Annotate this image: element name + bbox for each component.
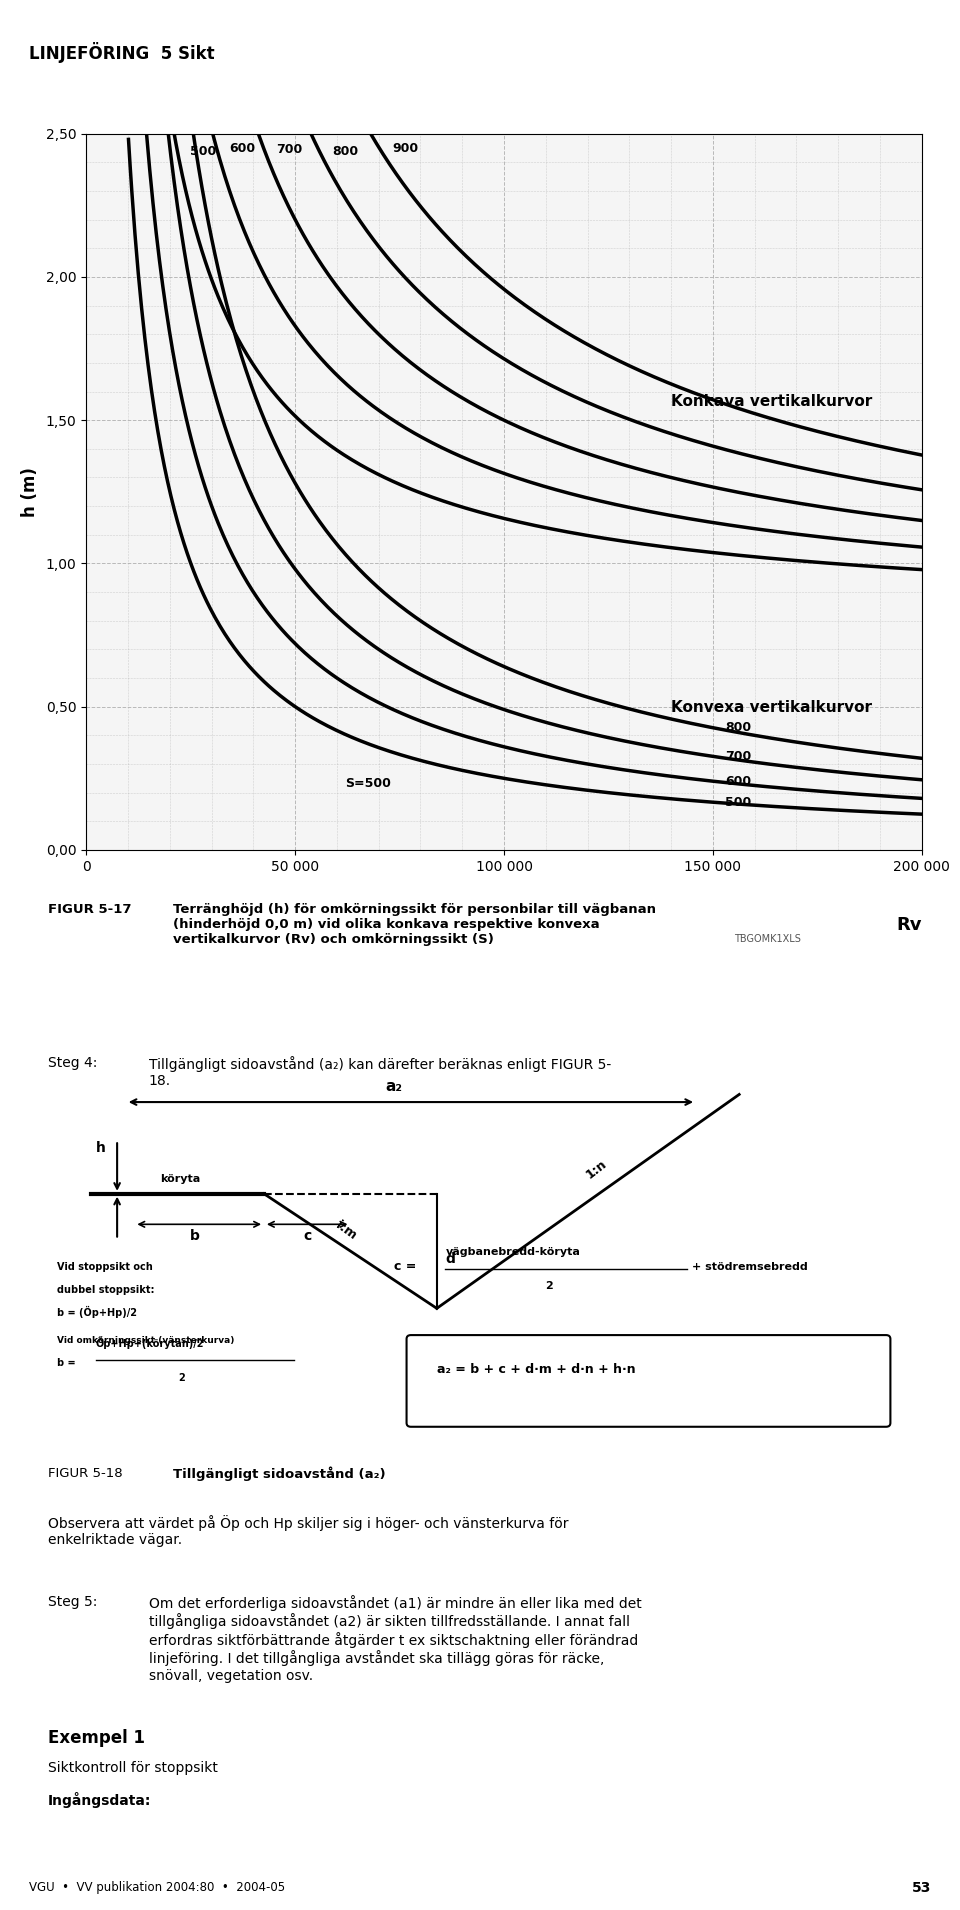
Y-axis label: h (m): h (m) xyxy=(21,466,39,518)
Text: 600: 600 xyxy=(726,775,752,787)
Text: Siktkontroll för stoppsikt: Siktkontroll för stoppsikt xyxy=(48,1761,218,1774)
Text: b: b xyxy=(190,1228,200,1243)
Text: LINJEFÖRING  5 Sikt: LINJEFÖRING 5 Sikt xyxy=(29,42,214,63)
Text: 53: 53 xyxy=(912,1881,931,1895)
Text: 600: 600 xyxy=(229,141,255,155)
Text: 1:n: 1:n xyxy=(584,1157,610,1182)
Text: 500: 500 xyxy=(190,145,216,159)
Text: Om det erforderliga sidoavståndet (a1) är mindre än eller lika med det
tillgångl: Om det erforderliga sidoavståndet (a1) ä… xyxy=(149,1595,641,1683)
Text: Observera att värdet på Öp och Hp skiljer sig i höger- och vänsterkurva för
enke: Observera att värdet på Öp och Hp skilje… xyxy=(48,1515,568,1547)
Text: FIGUR 5-17: FIGUR 5-17 xyxy=(48,903,132,917)
Text: Steg 4:: Steg 4: xyxy=(48,1056,97,1070)
Text: c: c xyxy=(303,1228,311,1243)
Text: 2: 2 xyxy=(545,1282,553,1291)
Text: 800: 800 xyxy=(726,722,752,733)
Text: 900: 900 xyxy=(393,143,419,155)
Text: 500: 500 xyxy=(726,796,752,808)
Text: Öp+Hp+(körytan)/2: Öp+Hp+(körytan)/2 xyxy=(96,1337,204,1348)
Text: dubbel stoppsikt:: dubbel stoppsikt: xyxy=(57,1285,155,1295)
Text: d: d xyxy=(445,1251,455,1266)
Text: Konkava vertikalkurvor: Konkava vertikalkurvor xyxy=(671,393,873,409)
Text: Terränghöjd (h) för omkörningssikt för personbilar till vägbanan
(hinderhöjd 0,0: Terränghöjd (h) för omkörningssikt för p… xyxy=(173,903,656,947)
Text: i:m: i:m xyxy=(333,1219,359,1243)
Text: Steg 5:: Steg 5: xyxy=(48,1595,97,1608)
Text: Tillgängligt sidoavstånd (a₂) kan därefter beräknas enligt FIGUR 5-
18.: Tillgängligt sidoavstånd (a₂) kan däreft… xyxy=(149,1056,612,1089)
Text: b =: b = xyxy=(57,1358,75,1368)
Text: FIGUR 5-18: FIGUR 5-18 xyxy=(48,1467,123,1480)
Text: Exempel 1: Exempel 1 xyxy=(48,1729,145,1746)
Text: h: h xyxy=(96,1140,106,1156)
FancyBboxPatch shape xyxy=(407,1335,891,1427)
Text: Tillgängligt sidoavstånd (a₂): Tillgängligt sidoavstånd (a₂) xyxy=(173,1467,385,1482)
Text: Vid omkörningssikt (vänsterkurva): Vid omkörningssikt (vänsterkurva) xyxy=(57,1335,234,1345)
Text: Konvexa vertikalkurvor: Konvexa vertikalkurvor xyxy=(671,701,872,716)
Text: 700: 700 xyxy=(726,751,752,762)
Text: + stödremsebredd: + stödremsebredd xyxy=(692,1263,807,1272)
Text: TBGOMK1XLS: TBGOMK1XLS xyxy=(733,934,801,944)
Text: Rv: Rv xyxy=(896,917,922,934)
Text: köryta: köryta xyxy=(160,1175,201,1184)
Text: c =: c = xyxy=(394,1261,416,1274)
Text: 2: 2 xyxy=(179,1373,185,1383)
Text: S=500: S=500 xyxy=(346,777,391,791)
Text: b = (Öp+Hp)/2: b = (Öp+Hp)/2 xyxy=(57,1306,136,1318)
Text: 800: 800 xyxy=(332,145,358,159)
Text: Vid stoppsikt och: Vid stoppsikt och xyxy=(57,1263,153,1272)
Text: vägbanebredd-köryta: vägbanebredd-köryta xyxy=(445,1247,580,1257)
Text: a₂: a₂ xyxy=(385,1079,402,1094)
Text: VGU  •  VV publikation 2004:80  •  2004-05: VGU • VV publikation 2004:80 • 2004-05 xyxy=(29,1881,285,1895)
Text: 700: 700 xyxy=(276,143,302,155)
Text: Ingångsdata:: Ingångsdata: xyxy=(48,1792,152,1807)
Text: a₂ = b + c + d·m + d·n + h·n: a₂ = b + c + d·m + d·n + h·n xyxy=(437,1364,636,1377)
